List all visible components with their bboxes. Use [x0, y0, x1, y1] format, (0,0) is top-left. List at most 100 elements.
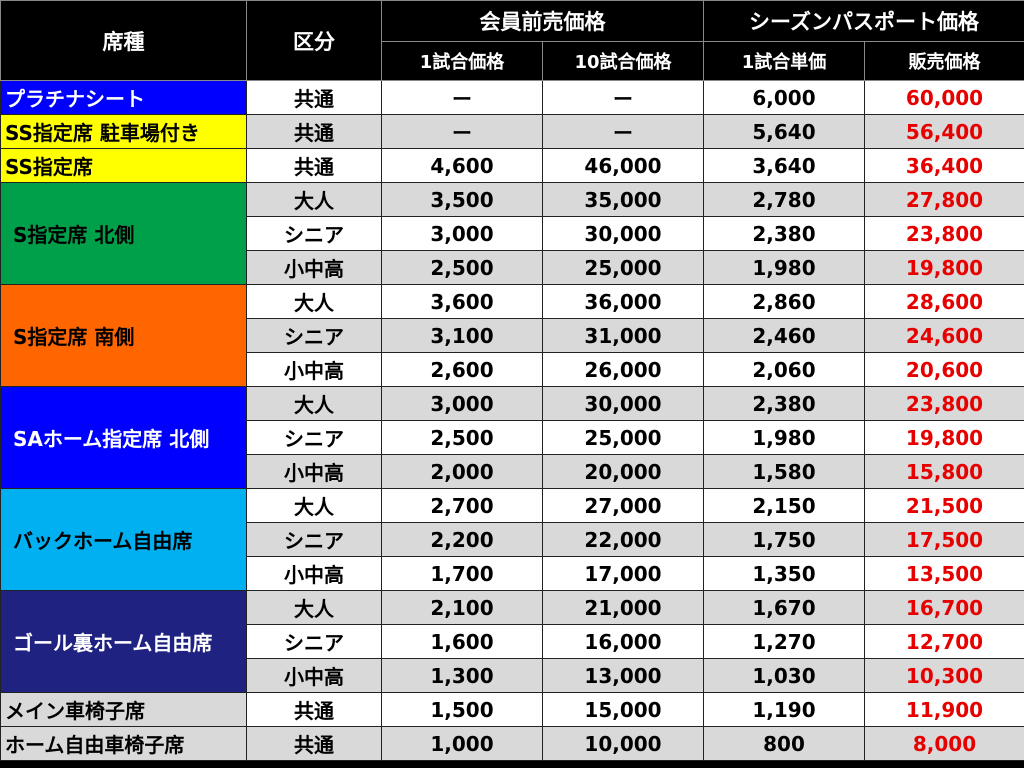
unit-price-cell: 2,060: [703, 352, 865, 387]
ten-game-price-cell: 30,000: [542, 386, 704, 421]
sale-price-cell: 10,300: [863, 658, 1024, 693]
table-header: 席種 区分 会員前売価格 シーズンパスポート価格 1試合価格 10試合価格 1試…: [0, 0, 1024, 81]
unit-price-cell: 1,750: [703, 522, 865, 557]
header-sale-price: 販売価格: [863, 41, 1024, 81]
single-game-price-cell: 2,700: [381, 488, 543, 523]
category-cell: 大人: [246, 182, 382, 217]
seat-name-cell: SS指定席: [0, 148, 247, 183]
table-row: SAホーム指定席 北側 大人 3,000 30,000 2,380 23,800: [0, 386, 1024, 489]
single-game-price-cell: 3,000: [381, 386, 543, 421]
category-cell: 共通: [246, 148, 382, 183]
unit-price-cell: 1,670: [703, 590, 865, 625]
ten-game-price-cell: 20,000: [542, 454, 704, 489]
ten-game-price-cell: 17,000: [542, 556, 704, 591]
table-row: 小中高 2,000 20,000 1,580 15,800: [1, 454, 1024, 489]
category-cell: 小中高: [246, 250, 382, 285]
category-cell: シニア: [246, 216, 382, 251]
header-ten-game-price: 10試合価格: [542, 41, 704, 81]
unit-price-cell: 1,030: [703, 658, 865, 693]
sale-price-cell: 20,600: [863, 352, 1024, 387]
table-row: シニア 1,600 16,000 1,270 12,700: [1, 624, 1024, 659]
unit-price-cell: 1,580: [703, 454, 865, 489]
seat-name-cell: S指定席 南側: [0, 284, 247, 387]
seat-name-cell: ホーム自由車椅子席: [0, 726, 247, 761]
ten-game-price-cell: 35,000: [542, 182, 704, 217]
category-cell: 大人: [246, 386, 382, 421]
single-game-price-cell: 1,500: [381, 692, 543, 727]
header-seat: 席種: [0, 0, 247, 81]
category-cell: 共通: [246, 726, 382, 761]
ten-game-price-cell: 26,000: [542, 352, 704, 387]
ten-game-price-cell: 13,000: [542, 658, 704, 693]
single-game-price-cell: 3,100: [381, 318, 543, 353]
ten-game-price-cell: 31,000: [542, 318, 704, 353]
table-row: SS指定席 共通 4,600 46,000 3,640 36,400: [0, 148, 1024, 183]
unit-price-cell: 2,780: [703, 182, 865, 217]
unit-price-cell: 2,460: [703, 318, 865, 353]
sale-price-cell: 11,900: [863, 692, 1024, 727]
ten-game-price-cell: 21,000: [542, 590, 704, 625]
unit-price-cell: 1,980: [703, 250, 865, 285]
table-row: シニア 2,200 22,000 1,750 17,500: [1, 522, 1024, 557]
header-category: 区分: [246, 0, 382, 81]
sale-price-cell: 56,400: [863, 114, 1024, 149]
category-cell: 小中高: [246, 352, 382, 387]
unit-price-cell: 2,860: [703, 284, 865, 319]
unit-price-cell: 1,980: [703, 420, 865, 455]
single-game-price-cell: 1,000: [381, 726, 543, 761]
table-row: SS指定席 駐車場付き 共通ーー 5,640 56,400: [0, 114, 1024, 149]
seat-name-cell: プラチナシート: [0, 80, 247, 115]
seat-name-cell: ゴール裏ホーム自由席: [0, 590, 247, 693]
sale-price-cell: 15,800: [863, 454, 1024, 489]
sale-price-cell: 60,000: [863, 80, 1024, 115]
unit-price-cell: 1,190: [703, 692, 865, 727]
single-game-price-cell: 1,300: [381, 658, 543, 693]
single-game-price-cell: 2,600: [381, 352, 543, 387]
unit-price-cell: 800: [703, 726, 865, 761]
table-row: 小中高 1,300 13,000 1,030 10,300: [1, 658, 1024, 693]
ten-game-price-cell: ー: [542, 80, 704, 115]
unit-price-cell: 5,640: [703, 114, 865, 149]
ten-game-price-cell: 36,000: [542, 284, 704, 319]
sale-price-cell: 28,600: [863, 284, 1024, 319]
table-row: 小中高 2,600 26,000 2,060 20,600: [1, 352, 1024, 387]
sale-price-cell: 23,800: [863, 386, 1024, 421]
sale-price-cell: 24,600: [863, 318, 1024, 353]
category-cell: シニア: [246, 318, 382, 353]
ten-game-price-cell: 30,000: [542, 216, 704, 251]
table-row: シニア 2,500 25,000 1,980 19,800: [1, 420, 1024, 455]
table-row: S指定席 北側 大人 3,500 35,000 2,780 27,800: [0, 182, 1024, 285]
unit-price-cell: 2,150: [703, 488, 865, 523]
category-cell: 大人: [246, 590, 382, 625]
category-cell: 小中高: [246, 454, 382, 489]
single-game-price-cell: 2,500: [381, 250, 543, 285]
seat-name-cell: SAホーム指定席 北側: [0, 386, 247, 489]
header-unit-price: 1試合単価: [703, 41, 865, 81]
category-cell: 大人: [246, 284, 382, 319]
unit-price-cell: 2,380: [703, 386, 865, 421]
ten-game-price-cell: 22,000: [542, 522, 704, 557]
ten-game-price-cell: 16,000: [542, 624, 704, 659]
table-body: プラチナシート 共通ーー 6,000 60,000 SS指定席 駐車場付き 共通ーー 5,6…: [0, 80, 1024, 761]
category-cell: シニア: [246, 420, 382, 455]
header-member-presale: 会員前売価格: [381, 0, 704, 42]
single-game-price-cell: 3,600: [381, 284, 543, 319]
header-single-game-price: 1試合価格: [381, 41, 543, 81]
category-cell: シニア: [246, 522, 382, 557]
single-game-price-cell: ー: [381, 80, 543, 115]
unit-price-cell: 1,270: [703, 624, 865, 659]
seat-name-cell: SS指定席 駐車場付き: [0, 114, 247, 149]
sale-price-cell: 16,700: [863, 590, 1024, 625]
unit-price-cell: 2,380: [703, 216, 865, 251]
single-game-price-cell: 3,000: [381, 216, 543, 251]
unit-price-cell: 6,000: [703, 80, 865, 115]
category-cell: シニア: [246, 624, 382, 659]
table-row: メイン車椅子席 共通 1,500 15,000 1,190 11,900: [0, 692, 1024, 727]
table-row: バックホーム自由席 大人 2,700 27,000 2,150 21,500: [0, 488, 1024, 591]
header-season-passport: シーズンパスポート価格: [702, 0, 1024, 42]
single-game-price-cell: ー: [381, 114, 543, 149]
sale-price-cell: 12,700: [863, 624, 1024, 659]
sale-price-cell: 21,500: [863, 488, 1024, 523]
ten-game-price-cell: 15,000: [542, 692, 704, 727]
